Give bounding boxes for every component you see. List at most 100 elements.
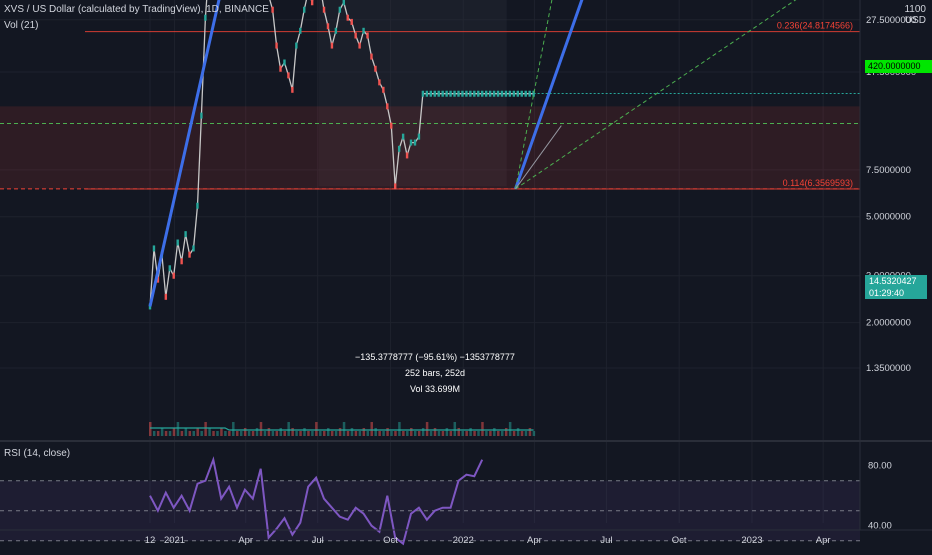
volume-bar <box>390 431 393 436</box>
price-candle <box>271 6 274 13</box>
volume-bar <box>516 428 520 436</box>
price-candle <box>334 27 338 34</box>
price-candle <box>520 90 523 97</box>
price-candle <box>433 90 436 97</box>
time-axis-label: Oct <box>383 535 398 546</box>
measure-volume: Vol 33.699M <box>409 384 461 394</box>
rsi-indicator-label[interactable]: RSI (14, close) <box>4 448 71 459</box>
volume-indicator-label[interactable]: Vol (21) <box>4 20 39 31</box>
volume-bar <box>342 422 346 436</box>
volume-bar <box>441 431 445 436</box>
currency-selector[interactable]: 1100 USD <box>904 4 926 26</box>
volume-bar <box>239 431 243 436</box>
trendline-rally <box>148 0 221 307</box>
wedge-line <box>515 125 562 190</box>
price-candle <box>397 145 401 152</box>
volume-bar <box>160 428 164 436</box>
price-candle <box>366 32 369 39</box>
volume-bar <box>168 431 172 436</box>
volume-bar <box>267 428 271 436</box>
price-candle <box>354 32 357 39</box>
chart-title: XVS / US Dollar (calculated by TradingVi… <box>4 4 269 15</box>
price-candle <box>338 6 342 13</box>
price-candle <box>176 239 179 246</box>
price-candle <box>449 90 452 97</box>
volume-bar <box>504 428 508 436</box>
price-candle <box>445 90 448 97</box>
last-price-value: 14.5320427 <box>869 276 917 286</box>
volume-bar <box>497 431 500 436</box>
volume-bar <box>275 431 279 436</box>
volume-bar <box>481 422 484 436</box>
price-candle <box>299 27 302 34</box>
volume-bar <box>243 428 247 436</box>
time-axis-label: Apr <box>238 535 253 546</box>
price-candle <box>425 90 429 97</box>
volume-bar <box>477 431 480 436</box>
price-candle <box>362 27 365 34</box>
price-candle <box>484 90 488 97</box>
price-candle <box>374 65 377 72</box>
volume-bar <box>433 428 437 436</box>
price-candle <box>437 90 440 97</box>
price-candle <box>394 183 397 190</box>
volume-bar <box>220 428 223 436</box>
price-candle <box>473 90 476 97</box>
measure-change: −135.3778777 (−95.61%) −1353778777 <box>355 352 515 362</box>
price-candle <box>350 18 353 25</box>
price-candle <box>196 202 199 209</box>
volume-bar <box>287 422 290 436</box>
volume-bar <box>326 428 330 436</box>
volume-bar <box>152 431 156 436</box>
price-candle <box>188 251 191 258</box>
price-candle <box>421 90 425 97</box>
volume-bar <box>429 431 433 436</box>
price-candle <box>382 86 385 93</box>
volume-bar <box>493 428 496 436</box>
volume-bar <box>319 431 322 436</box>
volume-bar <box>461 431 464 436</box>
volume-bar <box>417 431 421 436</box>
volume-bar <box>362 428 366 436</box>
volume-bar <box>164 431 168 436</box>
price-candle <box>488 90 492 97</box>
volume-bar <box>378 431 381 436</box>
fib-level-label: 0.236(24.8174566) <box>777 21 853 31</box>
price-candle <box>303 6 306 13</box>
price-candle <box>279 65 282 72</box>
volume-bar <box>330 431 334 436</box>
volume-bar <box>208 428 211 436</box>
price-candle <box>512 90 516 97</box>
price-candle <box>500 90 504 97</box>
price-candle <box>496 90 500 97</box>
volume-bar <box>402 431 405 436</box>
time-axis-label: Apr <box>816 535 831 546</box>
price-axis-label: 27.5000000 <box>866 15 916 26</box>
price-candle <box>291 86 294 93</box>
volume-bar <box>413 431 417 436</box>
price-candle <box>200 112 203 119</box>
volume-bar <box>453 422 457 436</box>
volume-bar <box>156 431 160 436</box>
price-candle <box>172 272 175 279</box>
volume-bar <box>184 428 188 436</box>
time-axis-label: 2023 <box>741 535 762 546</box>
price-candle <box>330 42 334 49</box>
time-axis-label: 2022 <box>453 535 474 546</box>
volume-bar <box>334 431 338 436</box>
rsi-band-fill <box>0 480 860 541</box>
volume-bar <box>176 422 180 436</box>
price-candle <box>524 90 527 97</box>
time-axis-label: Jul <box>600 535 612 546</box>
volume-bar <box>508 422 512 436</box>
volume-bar <box>421 428 425 436</box>
volume-bar <box>295 431 298 436</box>
volume-bar <box>382 431 385 436</box>
price-candle <box>453 90 456 97</box>
volume-bar <box>374 428 377 436</box>
volume-bar <box>445 428 449 436</box>
price-axis-label: 1.3500000 <box>866 363 911 374</box>
price-candle <box>386 103 389 110</box>
